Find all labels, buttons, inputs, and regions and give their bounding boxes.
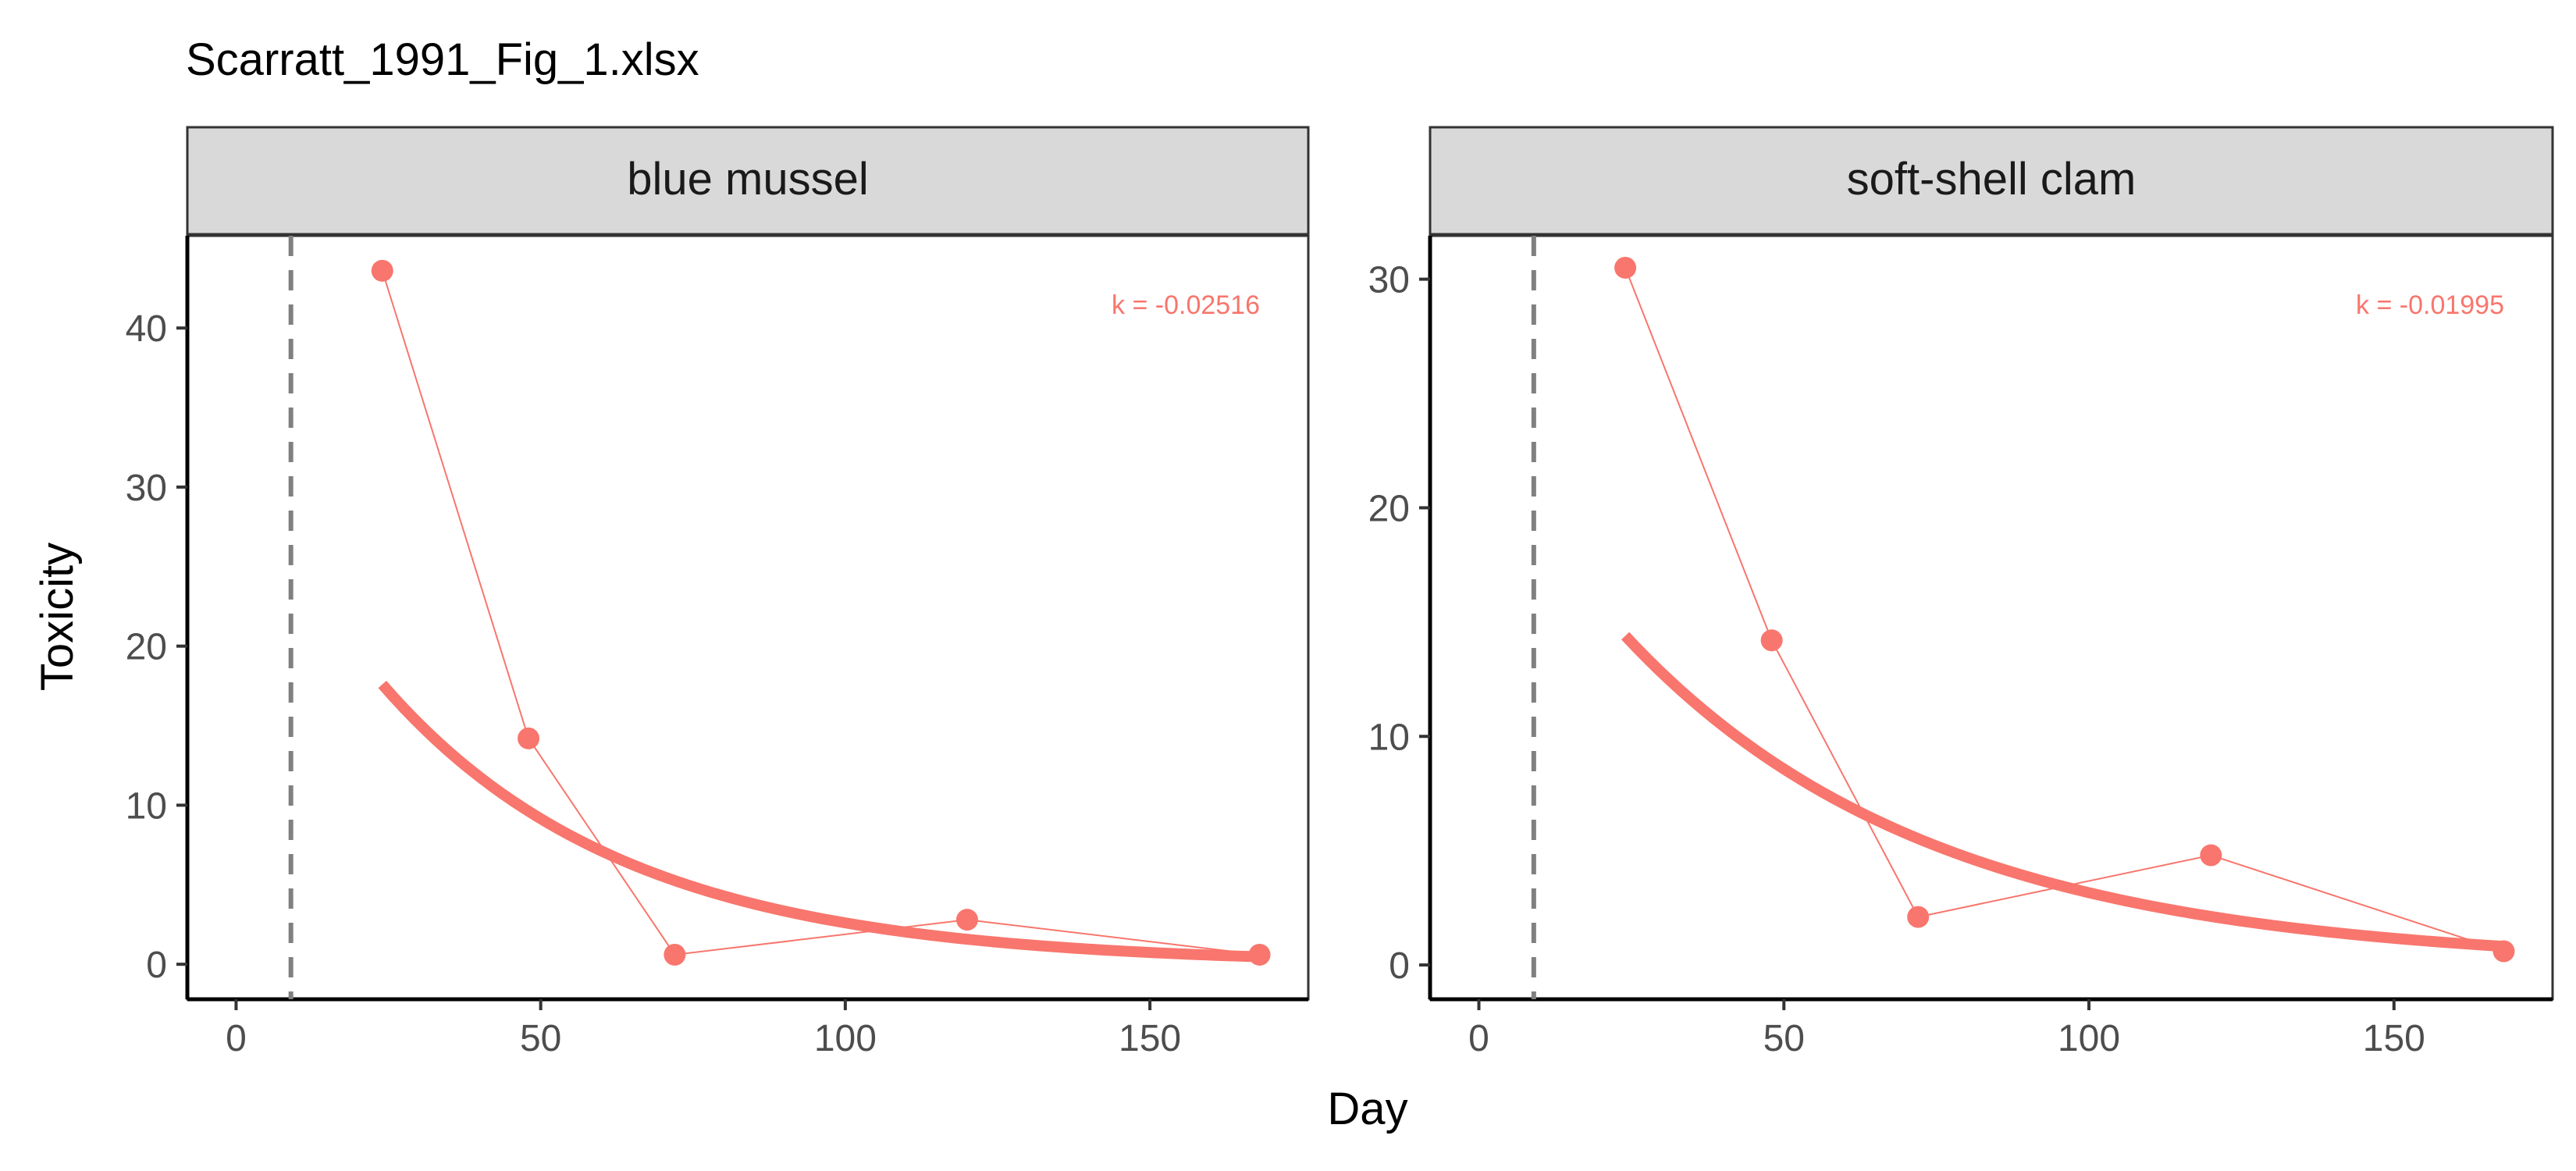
data-point (955, 909, 978, 931)
panel-border (1429, 234, 2554, 1001)
x-axis-title: Day (1327, 1084, 1407, 1134)
y-tick-label: 20 (1368, 488, 1410, 529)
strip-label: soft-shell clam (1847, 154, 2137, 205)
data-point (1907, 906, 1930, 928)
panel-border (186, 234, 1310, 1001)
fit-curve (1621, 632, 2504, 952)
series-line (1624, 267, 2504, 952)
chart-title: Scarratt_1991_Fig_1.xlsx (186, 34, 699, 85)
data-point (664, 943, 686, 966)
data-point (518, 727, 540, 749)
y-tick-label: 20 (126, 627, 167, 668)
data-point (1614, 256, 1637, 279)
series-line (381, 270, 1260, 956)
y-tick-label: 40 (126, 308, 167, 350)
k-annotation: k = -0.02516 (1112, 290, 1260, 320)
strip-background (1429, 126, 2554, 236)
y-tick-label: 0 (146, 945, 167, 986)
y-tick-label: 30 (126, 468, 167, 509)
x-tick-label: 0 (226, 1018, 247, 1059)
strip-label: blue mussel (627, 154, 868, 205)
panel-2: soft-shell clam 0 10 20 30 0 50 100 150 k = -0.01… (1368, 126, 2554, 1059)
data-point (1760, 629, 1783, 652)
x-tick-label: 150 (1119, 1018, 1181, 1059)
panel-1: blue mussel 0 10 20 30 40 0 50 100 150 k = -0.0251… (126, 126, 1310, 1059)
y-tick-label: 10 (126, 785, 167, 827)
fit-curve (378, 680, 1260, 963)
data-point (2200, 844, 2222, 867)
k-annotation: k = -0.01995 (2356, 290, 2504, 320)
y-tick-label: 30 (1368, 260, 1410, 301)
x-tick-label: 150 (2363, 1018, 2425, 1059)
y-tick-label: 0 (1389, 945, 1410, 987)
y-tick-label: 10 (1368, 717, 1410, 758)
x-tick-label: 50 (1763, 1018, 1805, 1059)
data-point (1248, 943, 1271, 966)
x-tick-label: 50 (520, 1018, 561, 1059)
x-tick-label: 100 (2058, 1018, 2120, 1059)
x-tick-label: 0 (1468, 1018, 1489, 1059)
x-tick-label: 100 (814, 1018, 877, 1059)
y-axis-title: Toxicity (32, 543, 83, 691)
strip-background (186, 126, 1310, 236)
data-point (371, 259, 393, 282)
data-point (2492, 940, 2515, 963)
